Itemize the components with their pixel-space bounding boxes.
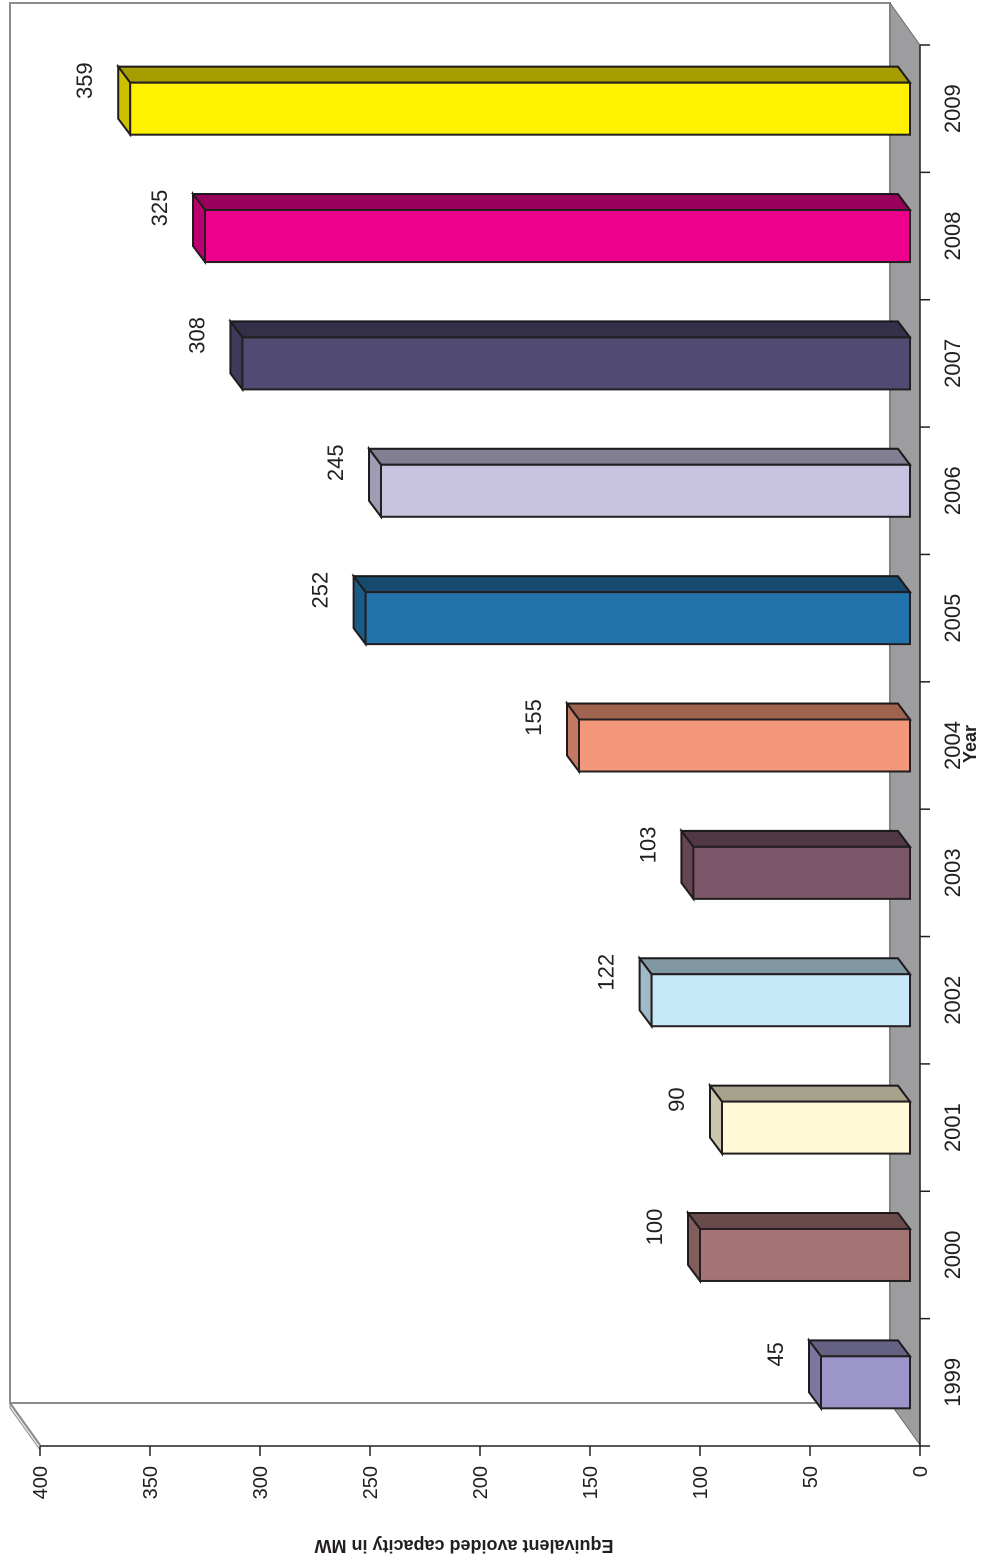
bar-front-face bbox=[692, 845, 912, 900]
bar-1999 bbox=[807, 1337, 912, 1412]
bar-front-face bbox=[721, 1100, 911, 1155]
value-tick-label: 350 bbox=[140, 1466, 162, 1499]
bar-value-label: 245 bbox=[323, 444, 348, 481]
bar-2006 bbox=[367, 445, 912, 520]
bar-end-shade bbox=[639, 958, 652, 1027]
bar-front-face bbox=[380, 463, 911, 518]
category-label-2009: 2009 bbox=[940, 84, 965, 133]
bar-front-face bbox=[204, 209, 911, 264]
value-tick-label: 150 bbox=[580, 1466, 602, 1499]
bar-end-shade bbox=[710, 1085, 722, 1154]
value-tick-label: 100 bbox=[690, 1466, 712, 1499]
category-label-2001: 2001 bbox=[940, 1103, 965, 1152]
bar-front-face bbox=[699, 1227, 911, 1282]
bar-2007 bbox=[228, 318, 912, 393]
bar-top-shade bbox=[681, 830, 910, 847]
bar-value-label: 359 bbox=[72, 62, 97, 99]
bar-end-shade bbox=[567, 703, 579, 772]
bar-2009 bbox=[116, 63, 912, 138]
y-axis-title: Equivalent avoided capacity in MW bbox=[314, 1536, 613, 1556]
bar-front-face bbox=[241, 336, 911, 391]
bar-top-shade bbox=[688, 1212, 910, 1229]
bar-value-label: 252 bbox=[308, 572, 333, 609]
category-label-2002: 2002 bbox=[940, 976, 965, 1025]
bar-2008 bbox=[191, 191, 912, 266]
category-label-2008: 2008 bbox=[940, 212, 965, 261]
bar-value-label: 325 bbox=[147, 190, 172, 227]
bar-value-label: 308 bbox=[184, 317, 209, 354]
bar-2000 bbox=[686, 1209, 912, 1284]
category-axis: 1999 2000 2001 2002 2003 2004 2005 2006 2007 2008… bbox=[919, 44, 965, 1447]
bar-value-label: 122 bbox=[594, 954, 619, 991]
bar-2001 bbox=[708, 1082, 912, 1157]
bar-end-shade bbox=[193, 194, 205, 263]
value-tick-label: 400 bbox=[30, 1466, 52, 1499]
value-tick-label: 200 bbox=[470, 1466, 492, 1499]
bar-end-shade bbox=[353, 576, 366, 645]
bar-value-label: 103 bbox=[635, 827, 660, 864]
bar-2004 bbox=[565, 700, 912, 775]
bar-2003 bbox=[679, 827, 912, 902]
chart-depth-bottom bbox=[9, 1402, 41, 1446]
bar-top-shade bbox=[193, 194, 910, 211]
bar-top-shade bbox=[639, 958, 910, 975]
bar-end-shade bbox=[809, 1340, 821, 1409]
value-tick-label: 50 bbox=[800, 1466, 822, 1488]
bar-end-shade bbox=[688, 1212, 700, 1281]
bar-end-shade bbox=[369, 448, 381, 517]
category-label-2006: 2006 bbox=[940, 466, 965, 515]
bar-front-face bbox=[820, 1355, 911, 1410]
category-label-2003: 2003 bbox=[940, 848, 965, 897]
value-tick-label: 250 bbox=[360, 1466, 382, 1499]
bar-front-face bbox=[129, 81, 911, 136]
bar-front-face bbox=[364, 591, 912, 646]
value-tick-label: 0 bbox=[910, 1466, 932, 1477]
bar-2002 bbox=[637, 955, 912, 1030]
bar-top-shade bbox=[567, 703, 910, 720]
bar-2005 bbox=[351, 573, 912, 648]
category-label-2005: 2005 bbox=[940, 594, 965, 643]
bars bbox=[116, 63, 912, 1412]
category-label-2007: 2007 bbox=[940, 339, 965, 388]
bar-top-shade bbox=[809, 1340, 910, 1357]
bar-value-label: 90 bbox=[664, 1087, 689, 1111]
bar-front-face bbox=[650, 973, 911, 1028]
value-axis: 0 50 100 150 200 250 300 350 400 bbox=[30, 1445, 932, 1499]
value-labels: 45 100 90 122 103 155 252 245 308 325 359 bbox=[72, 62, 788, 1366]
bar-value-label: 45 bbox=[763, 1342, 788, 1366]
bar-end-shade bbox=[118, 66, 131, 135]
bar-value-label: 155 bbox=[521, 699, 546, 736]
bar-top-shade bbox=[118, 66, 910, 83]
bar-value-label: 100 bbox=[642, 1209, 667, 1246]
bar-end-shade bbox=[230, 321, 243, 390]
bar-top-shade bbox=[710, 1085, 910, 1102]
bar-top-shade bbox=[353, 576, 911, 593]
x-axis-title: Year bbox=[960, 725, 980, 763]
bar-front-face bbox=[578, 718, 911, 773]
bar-top-shade bbox=[369, 448, 910, 465]
bar-top-shade bbox=[230, 321, 910, 338]
bar-end-shade bbox=[681, 830, 694, 899]
category-label-2000: 2000 bbox=[940, 1230, 965, 1279]
category-label-2004: 2004 bbox=[940, 721, 965, 770]
value-tick-label: 300 bbox=[250, 1466, 272, 1499]
category-label-1999: 1999 bbox=[940, 1358, 965, 1407]
